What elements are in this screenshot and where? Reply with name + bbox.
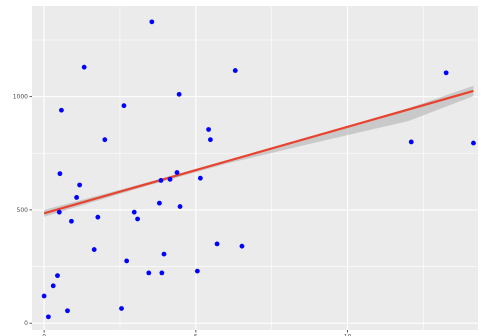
data-point xyxy=(124,258,130,264)
data-point xyxy=(102,137,108,143)
data-point xyxy=(177,204,183,209)
data-point xyxy=(81,64,87,70)
data-point xyxy=(91,247,97,252)
data-point xyxy=(471,140,476,146)
data-point xyxy=(74,195,79,200)
data-point xyxy=(57,171,63,177)
x-tick-label: 5 xyxy=(194,334,198,336)
data-point xyxy=(408,139,414,145)
data-point xyxy=(55,273,60,279)
data-point xyxy=(41,293,47,299)
trend-line xyxy=(43,89,474,215)
plot-panel xyxy=(32,6,478,330)
grid-lines xyxy=(32,6,478,330)
data-point xyxy=(176,91,182,97)
y-tick-label: 500 xyxy=(17,207,29,214)
data-point xyxy=(206,127,211,132)
data-point xyxy=(149,19,155,25)
data-point xyxy=(161,251,167,257)
data-point xyxy=(119,306,124,311)
data-point xyxy=(121,103,127,109)
data-point xyxy=(159,270,165,276)
data-point xyxy=(146,270,152,276)
data-point xyxy=(443,70,449,76)
data-point xyxy=(174,170,180,175)
data-point xyxy=(208,137,213,143)
data-point xyxy=(65,308,70,314)
data-point xyxy=(45,314,51,320)
data-point xyxy=(131,209,137,215)
data-point xyxy=(77,182,83,188)
data-point xyxy=(135,216,140,222)
data-point xyxy=(59,107,64,113)
confidence-band-layer xyxy=(44,85,474,217)
data-point xyxy=(197,175,203,181)
confidence-band xyxy=(44,85,474,217)
data-point xyxy=(56,209,62,215)
data-point xyxy=(157,200,162,206)
data-point xyxy=(194,268,200,274)
data-point xyxy=(232,68,238,73)
x-tick-label: 10 xyxy=(344,334,352,336)
data-points xyxy=(41,19,476,320)
x-tick-label: 0 xyxy=(42,334,46,336)
data-point xyxy=(69,218,74,224)
data-point xyxy=(158,178,164,183)
axis-ticks: 0 5 10 0 500 1000 xyxy=(13,94,352,336)
data-point xyxy=(95,214,101,220)
y-tick-label: 0 xyxy=(24,320,28,327)
y-tick-label: 1000 xyxy=(13,94,28,101)
trend-line-layer xyxy=(43,89,474,215)
data-point xyxy=(239,243,245,249)
data-point xyxy=(214,241,220,247)
data-point xyxy=(167,176,173,182)
data-point xyxy=(50,283,56,289)
